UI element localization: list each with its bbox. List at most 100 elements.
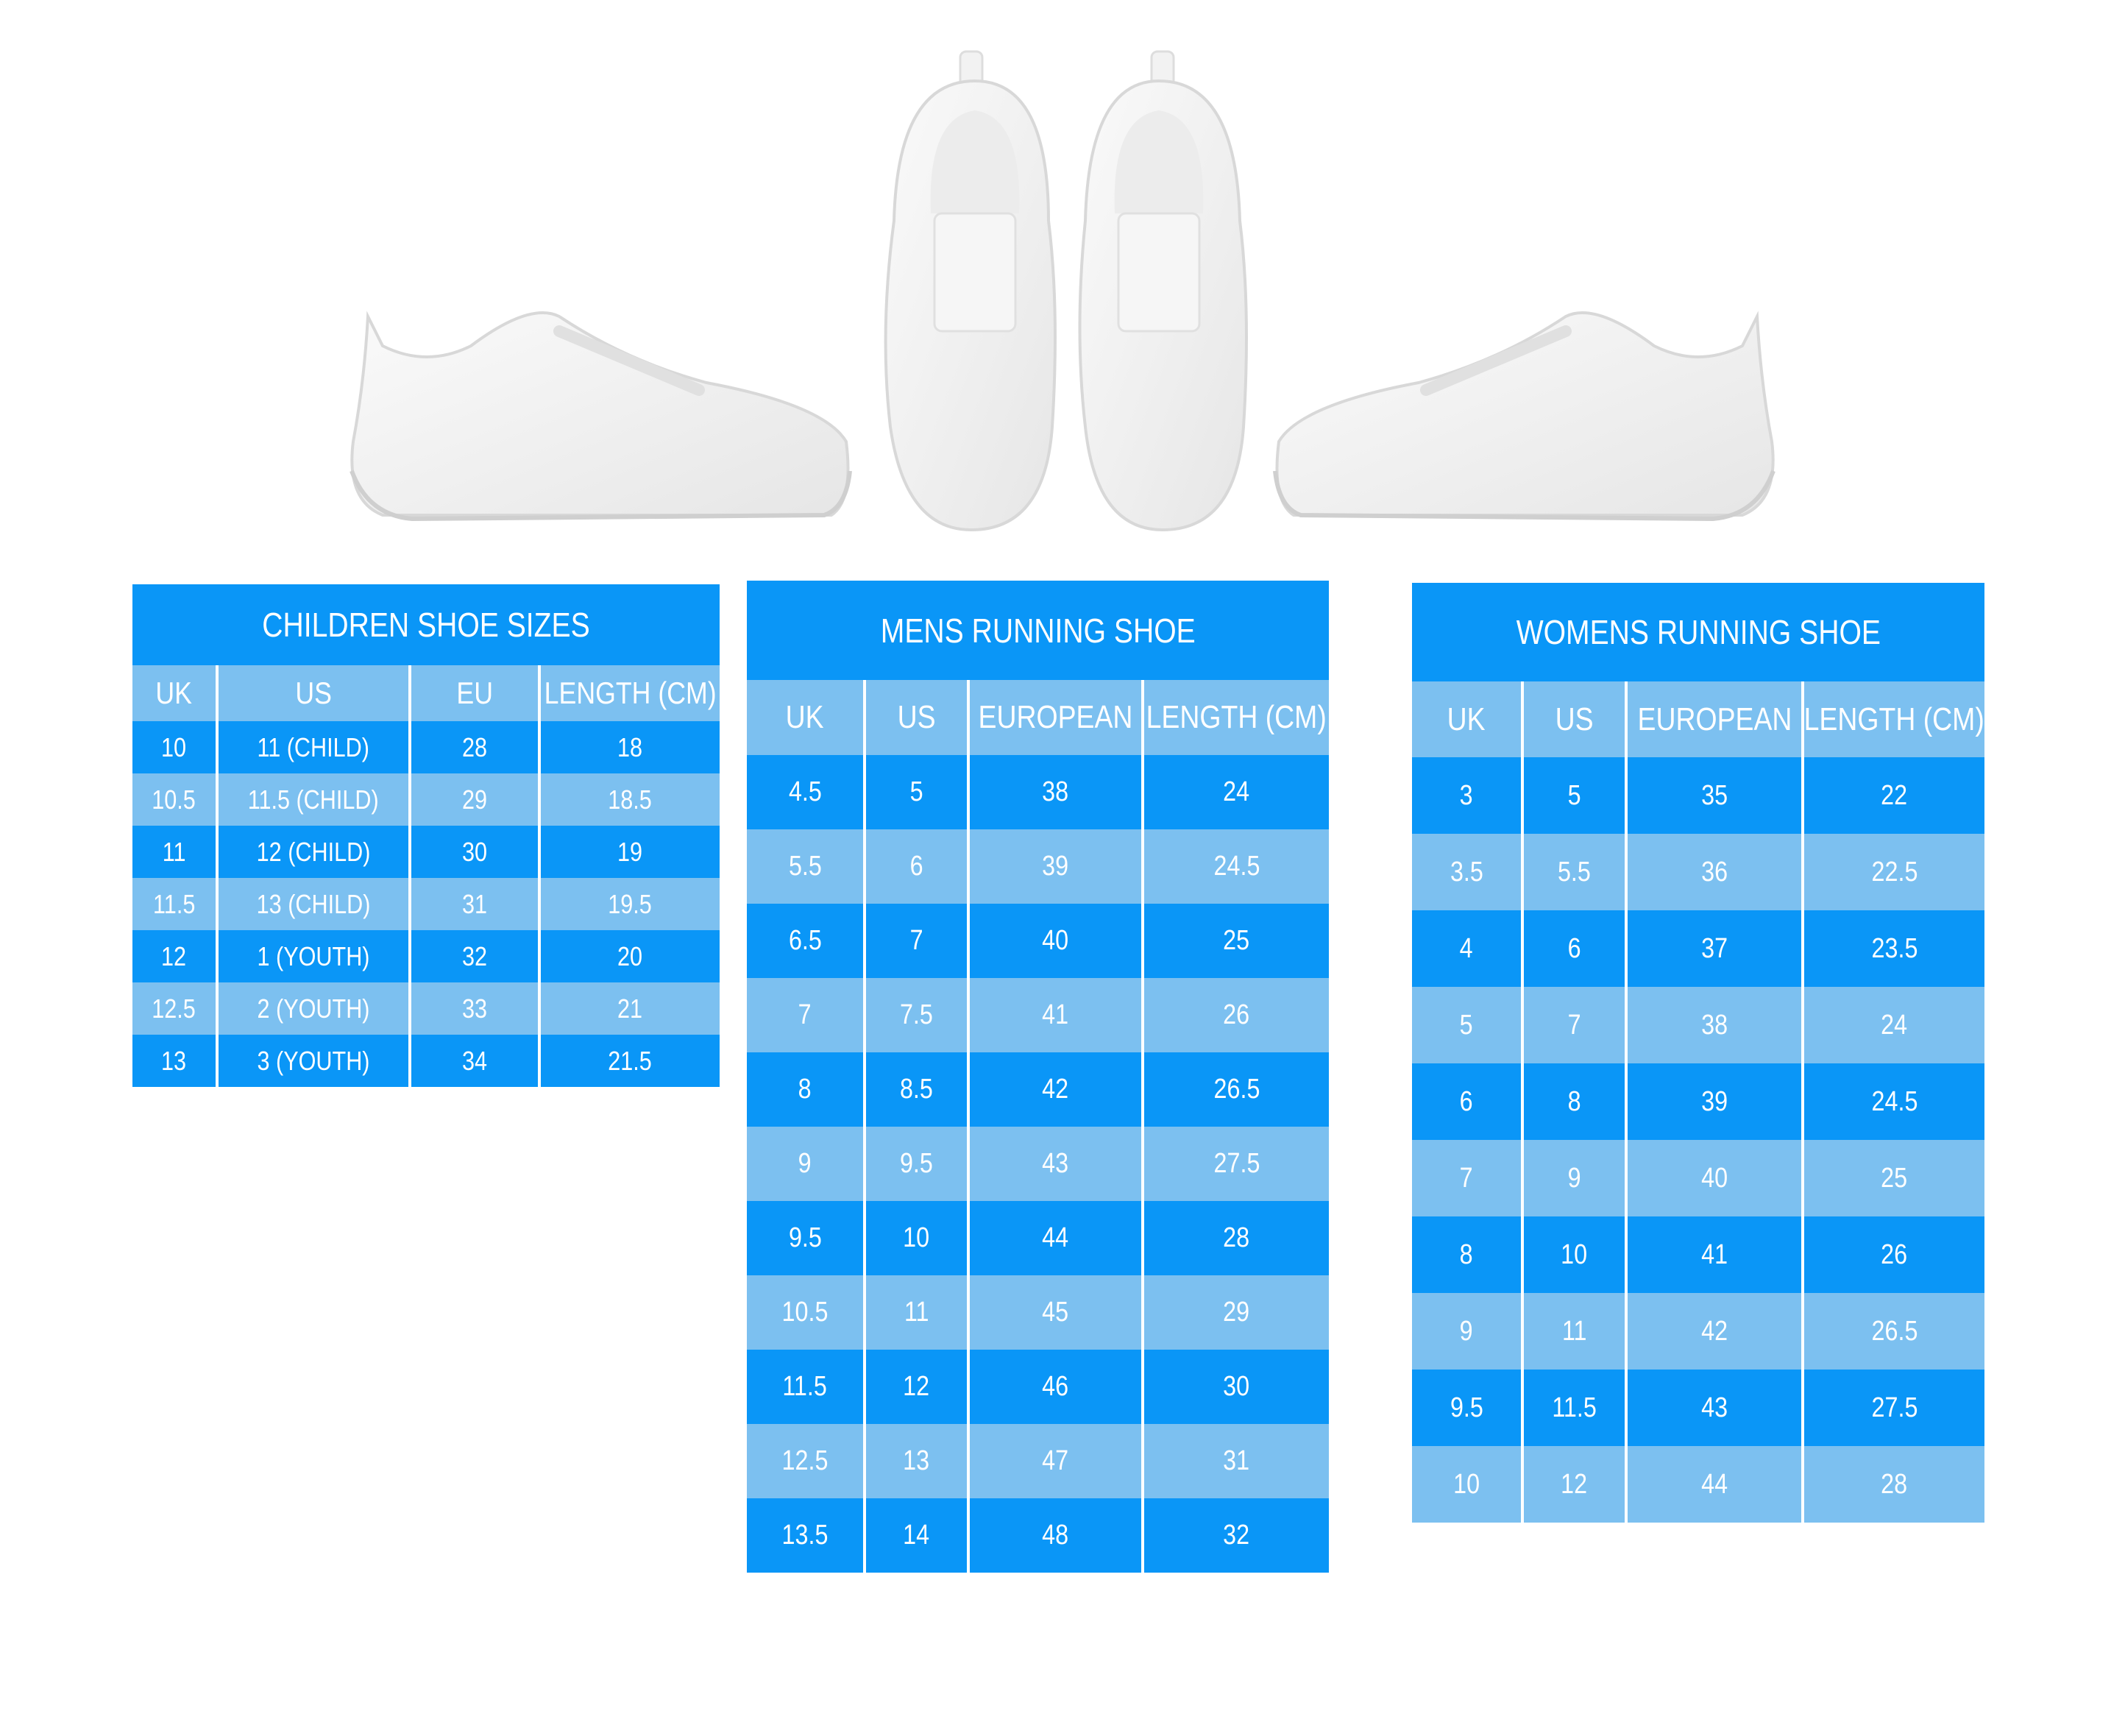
cell-value: 28: [1223, 1222, 1250, 1253]
cell-value: 11.5: [152, 888, 196, 919]
table-cell: 12.5: [747, 1424, 866, 1498]
cell-value: 11: [1561, 1315, 1587, 1347]
table-cell: 42: [1628, 1293, 1804, 1370]
cell-value: 12: [1561, 1468, 1588, 1500]
cell-value: 44: [1042, 1222, 1069, 1253]
cell-value: 4.5: [788, 776, 822, 807]
table-cell: 9: [1524, 1140, 1628, 1216]
cell-value: 26: [1881, 1239, 1908, 1270]
cell-value: 5.5: [1558, 856, 1591, 888]
table-cell: 5.5: [747, 829, 866, 904]
table-cell: 11.5: [132, 878, 219, 930]
cell-value: 42: [1701, 1315, 1728, 1347]
table-row: 9.5 11.5 43 27.5: [1412, 1370, 1984, 1446]
table-cell: 1 (YOUTH): [219, 930, 411, 982]
cell-value: 21.5: [608, 1045, 653, 1076]
column-header-text: UK: [155, 676, 193, 710]
cell-value: 36: [1701, 856, 1728, 888]
column-header-text: EU: [456, 676, 493, 710]
cell-value: 10.5: [152, 784, 196, 815]
cell-value: 38: [1701, 1009, 1728, 1041]
cell-value: 48: [1042, 1520, 1069, 1551]
table-cell: 20: [541, 930, 720, 982]
column-header: US: [219, 665, 411, 721]
cell-value: 18: [617, 731, 643, 762]
table-row: 4 6 37 23.5: [1412, 910, 1984, 987]
cell-value: 35: [1701, 779, 1728, 811]
table-cell: 11.5 (CHILD): [219, 773, 411, 826]
cell-value: 8: [798, 1074, 812, 1105]
table-cell: 11: [1524, 1293, 1628, 1370]
table-cell: 21.5: [541, 1035, 720, 1087]
header-row: UK US EUROPEAN LENGTH (CM): [1412, 681, 1984, 757]
cell-value: 31: [461, 888, 488, 919]
cell-value: 25: [1881, 1162, 1908, 1194]
cell-value: 22.5: [1871, 856, 1918, 888]
cell-value: 27.5: [1871, 1392, 1918, 1423]
column-header: EU: [411, 665, 541, 721]
table-cell: 41: [1628, 1216, 1804, 1293]
table-cell: 7: [747, 978, 866, 1052]
cell-value: 7: [909, 925, 923, 956]
table-cell: 25: [1144, 904, 1329, 978]
cell-value: 26.5: [1213, 1074, 1260, 1105]
table-cell: 3: [1412, 757, 1524, 834]
cell-value: 11.5: [782, 1371, 828, 1402]
table-cell: 2 (YOUTH): [219, 982, 411, 1035]
cell-value: 8.5: [900, 1074, 933, 1105]
table-cell: 21: [541, 982, 720, 1035]
column-header: UK: [1412, 681, 1524, 757]
table-row: 11.5 13 (CHILD) 31 19.5: [132, 878, 720, 930]
cell-value: 10: [161, 731, 187, 762]
table-cell: 36: [1628, 834, 1804, 910]
cell-value: 34: [461, 1045, 488, 1076]
cell-value: 40: [1701, 1162, 1728, 1194]
cell-value: 45: [1042, 1297, 1069, 1328]
table-cell: 12: [1524, 1446, 1628, 1523]
sneaker-side-right-image: [1273, 311, 1775, 522]
table-cell: 32: [411, 930, 541, 982]
cell-value: 46: [1042, 1371, 1069, 1402]
cell-value: 38: [1042, 776, 1069, 807]
column-header: LENGTH (CM): [1144, 680, 1329, 755]
sneaker-side-left-image: [350, 311, 852, 522]
table-row: 9 11 42 26.5: [1412, 1293, 1984, 1370]
cell-value: 3.5: [1450, 856, 1483, 888]
table-cell: 4: [1412, 910, 1524, 987]
cell-value: 11: [904, 1297, 929, 1328]
table-cell: 10: [866, 1201, 970, 1275]
cell-value: 42: [1042, 1074, 1069, 1105]
table-row: 3 5 35 22: [1412, 757, 1984, 834]
table-cell: 6: [1412, 1063, 1524, 1140]
table-row: 12.5 13 47 31: [747, 1424, 1329, 1498]
table-cell: 26: [1144, 978, 1329, 1052]
cell-value: 32: [1223, 1520, 1250, 1551]
table-cell: 8: [747, 1052, 866, 1127]
cell-value: 29: [1223, 1297, 1250, 1328]
womens-table-title: WOMENS RUNNING SHOE: [1412, 583, 1984, 681]
table-cell: 14: [866, 1498, 970, 1573]
cell-value: 5.5: [788, 851, 822, 882]
cell-value: 11.5 (CHILD): [248, 784, 379, 815]
cell-value: 18.5: [608, 784, 653, 815]
table-cell: 11.5: [747, 1350, 866, 1424]
column-header: LENGTH (CM): [541, 665, 720, 721]
cell-value: 1 (YOUTH): [257, 940, 370, 971]
column-header-text: US: [1555, 701, 1594, 737]
table-cell: 28: [1804, 1446, 1984, 1523]
cell-value: 9: [1567, 1162, 1581, 1194]
table-cell: 18.5: [541, 773, 720, 826]
table-cell: 30: [1144, 1350, 1329, 1424]
table-cell: 42: [970, 1052, 1144, 1127]
cell-value: 22: [1881, 779, 1908, 811]
cell-value: 26: [1223, 999, 1250, 1030]
table-cell: 5: [1412, 987, 1524, 1063]
cell-value: 47: [1042, 1445, 1069, 1476]
cell-value: 31: [1223, 1445, 1250, 1476]
table-row: 13 3 (YOUTH) 34 21.5: [132, 1035, 720, 1087]
cell-value: 30: [461, 836, 488, 867]
table-row: 12 1 (YOUTH) 32 20: [132, 930, 720, 982]
table-cell: 13 (CHILD): [219, 878, 411, 930]
children-table-title: CHILDREN SHOE SIZES: [132, 584, 720, 665]
table-cell: 9: [747, 1127, 866, 1201]
